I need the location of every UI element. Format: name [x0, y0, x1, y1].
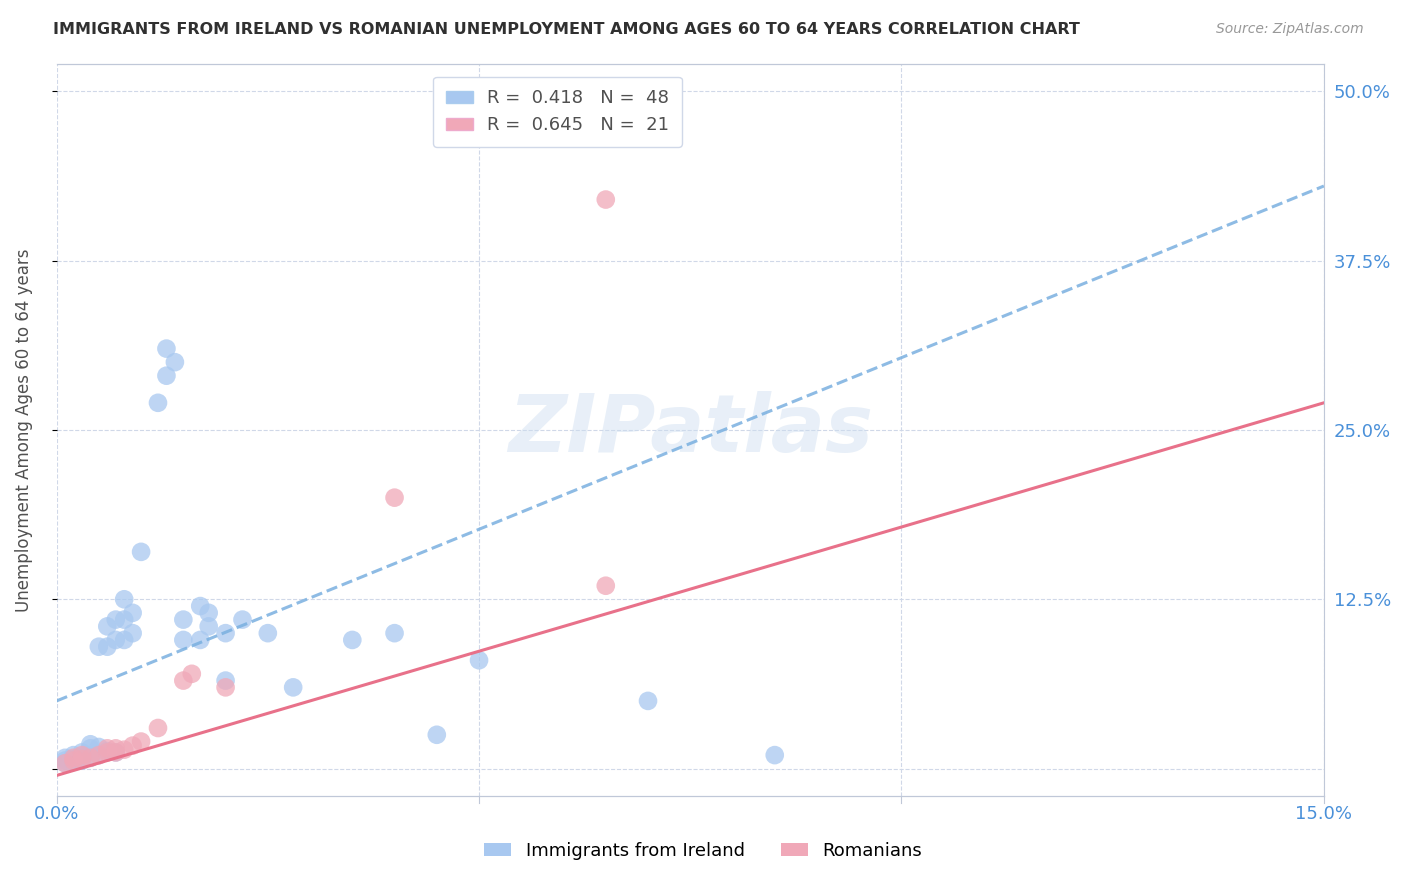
Point: [62, 755, 84, 769]
Point: [96, 744, 118, 758]
Point: [53, 756, 76, 771]
Point: [188, 632, 211, 647]
Point: [129, 734, 152, 748]
Point: [155, 368, 177, 383]
Legend: R =  0.418   N =  48, R =  0.645   N =  21: R = 0.418 N = 48, R = 0.645 N = 21: [433, 77, 682, 147]
Point: [104, 745, 127, 759]
Point: [87, 748, 110, 763]
Point: [87, 748, 110, 763]
Point: [188, 599, 211, 613]
Point: [79, 751, 101, 765]
Point: [104, 741, 127, 756]
Point: [121, 606, 143, 620]
Legend: Immigrants from Ireland, Romanians: Immigrants from Ireland, Romanians: [477, 835, 929, 867]
Point: [172, 632, 194, 647]
Text: ZIPatlas: ZIPatlas: [508, 391, 873, 469]
Point: [180, 666, 202, 681]
Point: [231, 613, 253, 627]
Point: [595, 193, 617, 207]
Point: [53, 751, 76, 765]
Point: [214, 626, 236, 640]
Point: [121, 626, 143, 640]
Point: [426, 728, 449, 742]
Point: [62, 752, 84, 766]
Point: [172, 673, 194, 688]
Point: [112, 742, 135, 756]
Point: [70, 752, 93, 766]
Point: [79, 751, 101, 765]
Point: [70, 749, 93, 764]
Point: [112, 613, 135, 627]
Point: [96, 741, 118, 756]
Point: [163, 355, 186, 369]
Point: [146, 721, 169, 735]
Point: [129, 545, 152, 559]
Point: [53, 756, 76, 771]
Point: [197, 619, 219, 633]
Point: [104, 613, 127, 627]
Point: [104, 745, 127, 759]
Point: [87, 739, 110, 754]
Point: [468, 653, 491, 667]
Point: [214, 673, 236, 688]
Point: [214, 681, 236, 695]
Point: [62, 754, 84, 768]
Point: [96, 619, 118, 633]
Point: [595, 579, 617, 593]
Point: [62, 748, 84, 763]
Point: [62, 751, 84, 765]
Text: IMMIGRANTS FROM IRELAND VS ROMANIAN UNEMPLOYMENT AMONG AGES 60 TO 64 YEARS CORRE: IMMIGRANTS FROM IRELAND VS ROMANIAN UNEM…: [53, 22, 1080, 37]
Point: [155, 342, 177, 356]
Point: [763, 748, 786, 763]
Point: [384, 491, 406, 505]
Point: [104, 632, 127, 647]
Y-axis label: Unemployment Among Ages 60 to 64 years: Unemployment Among Ages 60 to 64 years: [15, 248, 32, 612]
Point: [172, 613, 194, 627]
Point: [384, 626, 406, 640]
Point: [256, 626, 278, 640]
Point: [112, 592, 135, 607]
Point: [197, 606, 219, 620]
Point: [342, 632, 364, 647]
Point: [53, 754, 76, 768]
Point: [96, 640, 118, 654]
Point: [70, 754, 93, 768]
Point: [70, 745, 93, 759]
Point: [146, 396, 169, 410]
Point: [70, 748, 93, 763]
Point: [112, 632, 135, 647]
Point: [79, 737, 101, 751]
Point: [637, 694, 659, 708]
Point: [283, 681, 305, 695]
Point: [96, 745, 118, 759]
Point: [79, 741, 101, 756]
Point: [121, 739, 143, 753]
Point: [87, 640, 110, 654]
Text: Source: ZipAtlas.com: Source: ZipAtlas.com: [1216, 22, 1364, 37]
